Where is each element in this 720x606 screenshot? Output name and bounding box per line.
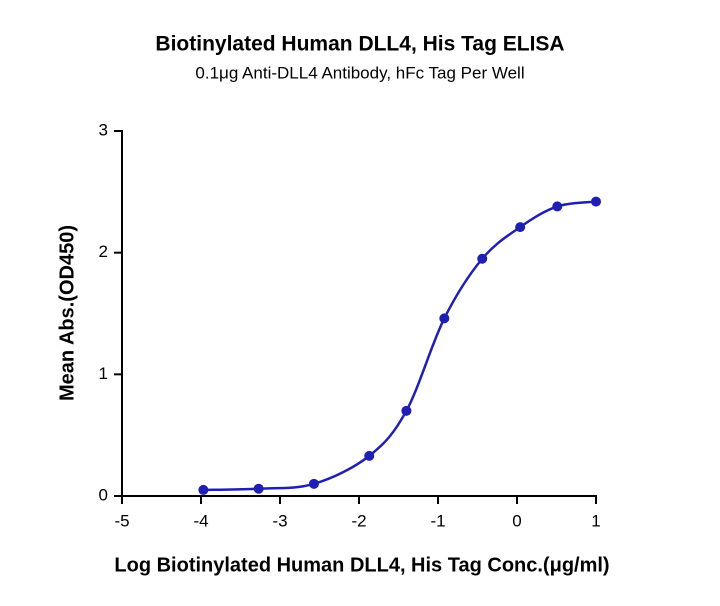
x-tick-label: -2	[351, 511, 366, 530]
data-point	[401, 405, 412, 416]
data-point	[253, 483, 264, 494]
data-point	[477, 253, 488, 264]
data-point	[364, 450, 375, 461]
x-tick-label: -1	[430, 511, 445, 530]
x-tick-label: -3	[272, 511, 287, 530]
y-tick-label: 3	[99, 120, 108, 139]
data-point	[591, 196, 601, 207]
y-tick-label: 0	[99, 485, 108, 504]
chart-subtitle: 0.1μg Anti-DLL4 Antibody, hFc Tag Per We…	[195, 63, 524, 82]
y-axis-title: Mean Abs.(OD450)	[56, 225, 78, 401]
x-tick-label: 0	[512, 511, 521, 530]
x-axis-title: Log Biotinylated Human DLL4, His Tag Con…	[114, 554, 609, 576]
data-point	[308, 478, 319, 489]
x-tick-label: -5	[114, 511, 129, 530]
data-point	[439, 313, 450, 324]
x-tick-label: -4	[193, 511, 208, 530]
y-tick-label: 1	[99, 364, 108, 383]
fit-curve	[203, 200, 597, 492]
data-point	[198, 484, 209, 495]
data-point	[552, 201, 563, 212]
y-tick-label: 2	[99, 242, 108, 261]
x-tick-label: 1	[591, 511, 600, 530]
data-point	[515, 222, 526, 233]
chart-title: Biotinylated Human DLL4, His Tag ELISA	[155, 33, 564, 56]
